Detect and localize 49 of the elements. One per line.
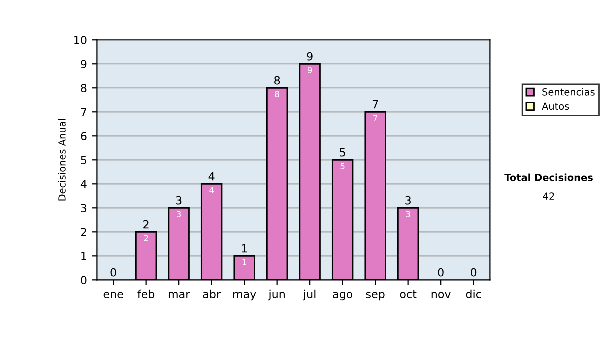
x-tick-label: oct (400, 290, 417, 298)
x-tick-label: dic (466, 290, 482, 298)
total-label: 0 (471, 268, 477, 277)
x-tick-label: mar (168, 292, 190, 298)
data-label: 3 (177, 211, 182, 218)
data-label: 7 (374, 115, 378, 122)
x-tick-label: ago (333, 292, 353, 301)
data-label: 5 (340, 163, 345, 170)
data-label: 4 (210, 187, 214, 194)
total-label: 0 (438, 268, 444, 277)
y-tick-label: 0 (81, 276, 87, 285)
data-label: 8 (275, 91, 280, 98)
x-tick-label: may (233, 292, 256, 301)
y-tick-label: 5 (81, 156, 87, 165)
legend-label: Sentencias (542, 88, 595, 96)
x-tick-label: nov (432, 292, 451, 298)
y-axis-title: Decisiones Anual (58, 119, 66, 201)
x-tick-label: abr (203, 290, 222, 298)
y-tick-label: 6 (81, 132, 87, 141)
x-tick-label: jun (268, 290, 285, 301)
total-label: 8 (274, 76, 280, 85)
y-tick-label: 2 (81, 228, 86, 236)
x-tick-label: feb (138, 290, 155, 298)
y-tick-label: 9 (81, 60, 87, 69)
x-tick-label: sep (366, 292, 385, 301)
y-tick-label: 4 (80, 180, 87, 188)
total-label: 0 (110, 268, 116, 277)
data-label: 9 (308, 67, 312, 74)
x-tick-label: jul (303, 290, 316, 301)
text: Total Decisiones (504, 174, 593, 182)
y-tick-label: 10 (74, 36, 87, 44)
total-label: 3 (176, 196, 182, 205)
y-tick-label: 8 (81, 84, 87, 93)
total-label: 5 (340, 148, 346, 157)
data-label: 3 (406, 211, 410, 218)
total-label: 7 (372, 100, 378, 109)
x-tick-label: ene (104, 292, 124, 298)
total-label: 1 (242, 244, 248, 253)
y-tick-label: 7 (81, 108, 87, 116)
data-label: 1 (242, 259, 246, 266)
total-label: 4 (208, 172, 215, 181)
total-label: 9 (307, 52, 313, 61)
y-tick-label: 3 (81, 204, 87, 213)
y-tick-label: 1 (82, 252, 86, 260)
data-label: 2 (144, 235, 148, 242)
total-label: 2 (144, 220, 149, 229)
text: 42 (543, 192, 554, 200)
legend-label: Autos (542, 102, 570, 110)
total-label: 3 (406, 196, 411, 205)
